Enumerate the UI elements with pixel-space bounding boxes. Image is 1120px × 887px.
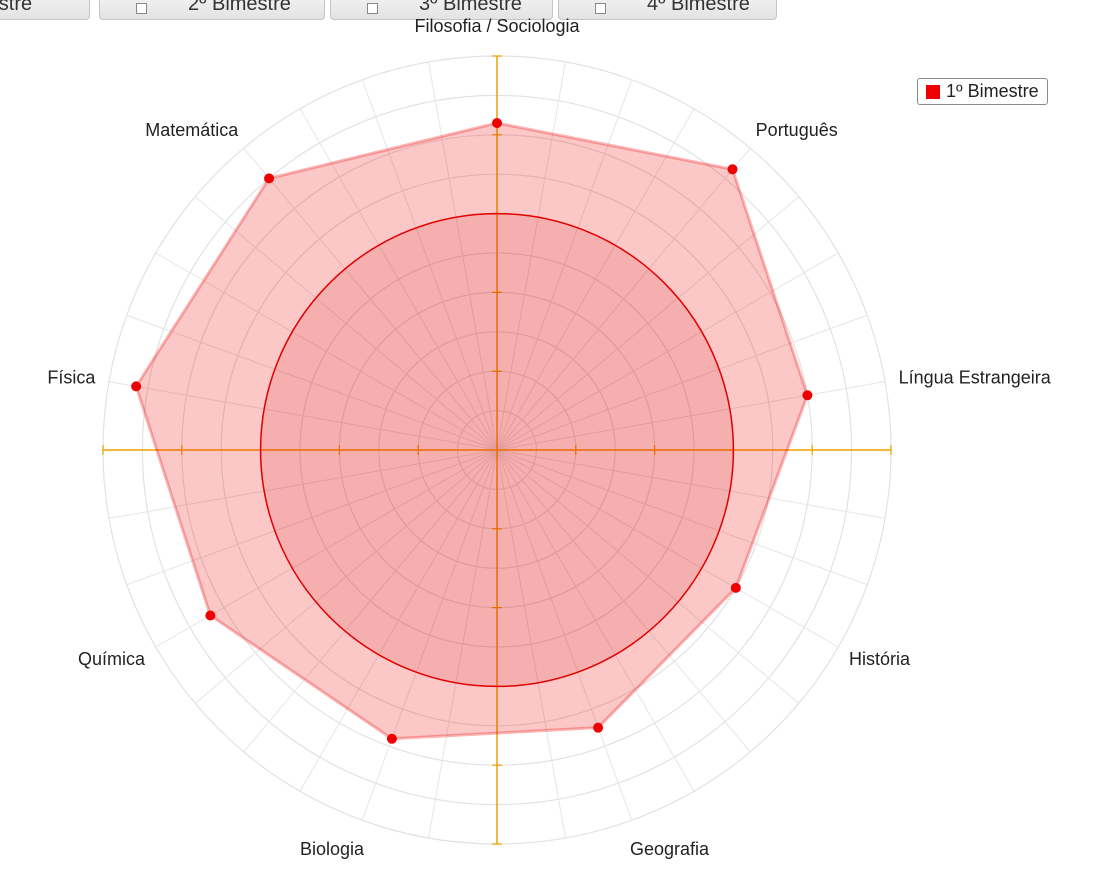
- tab-label: 4º Bimestre: [647, 0, 750, 15]
- grid-spoke: [496, 449, 695, 792]
- grid-spoke: [428, 61, 498, 451]
- grid-spoke: [243, 147, 498, 451]
- data-point[interactable]: [730, 582, 741, 593]
- grid-spoke: [496, 61, 566, 451]
- legend-swatch: [926, 84, 940, 99]
- tab-1st-bimester[interactable]: mestre: [0, 0, 90, 20]
- grid-spoke: [108, 449, 498, 519]
- grid-spoke: [194, 449, 498, 704]
- data-point[interactable]: [727, 164, 738, 175]
- tab-label: 2º Bimestre: [188, 0, 291, 15]
- tab-3rd-bimester[interactable]: 3º Bimestre: [330, 0, 553, 20]
- grid-spoke: [496, 79, 633, 451]
- axis-label: Filosofia / Sociologia: [414, 16, 580, 36]
- grid-spoke: [299, 449, 498, 792]
- data-point[interactable]: [205, 610, 216, 621]
- data-point[interactable]: [386, 733, 397, 744]
- data-point[interactable]: [593, 722, 604, 733]
- axis-label: Biologia: [300, 839, 365, 859]
- tab-2nd-bimester[interactable]: 2º Bimestre: [99, 0, 325, 20]
- grid-spoke: [496, 449, 566, 839]
- tab-checkbox[interactable]: [367, 3, 378, 14]
- tab-checkbox[interactable]: [595, 3, 606, 14]
- axis-label: Português: [756, 120, 838, 140]
- grid-spoke: [243, 449, 498, 753]
- grid-spoke: [126, 449, 498, 586]
- series-area: [134, 121, 810, 741]
- axis-label: História: [849, 649, 911, 669]
- grid-spoke: [428, 449, 498, 839]
- grid-spoke: [496, 196, 800, 451]
- grid-spoke: [496, 449, 886, 519]
- axis-label: Geografia: [630, 839, 710, 859]
- grid-spoke: [155, 252, 498, 451]
- axis-label: Língua Estrangeira: [899, 367, 1052, 387]
- chart-legend[interactable]: 1º Bimestre: [917, 78, 1048, 105]
- data-point[interactable]: [131, 381, 142, 392]
- axis-labels: Filosofia / Sociologia Português Língua Es…: [47, 16, 1051, 859]
- grid-spoke: [496, 108, 695, 451]
- grid-spoke: [108, 381, 498, 451]
- grid-spoke: [496, 147, 751, 451]
- series-points: [131, 117, 813, 744]
- reference-circle: [259, 212, 735, 688]
- grid-spoke: [496, 381, 886, 451]
- axis-label: Matemática: [145, 120, 239, 140]
- grid-spoke: [496, 449, 751, 753]
- axis-label: Química: [78, 649, 146, 669]
- grid-spoke: [299, 108, 498, 451]
- grid-spoke: [126, 314, 498, 451]
- grid-spoke: [361, 79, 498, 451]
- grid-spoke: [496, 449, 868, 586]
- tab-checkbox[interactable]: [136, 3, 147, 14]
- tab-4th-bimester[interactable]: 4º Bimestre: [558, 0, 777, 20]
- grid-spoke: [194, 196, 498, 451]
- data-point[interactable]: [264, 173, 275, 184]
- data-point[interactable]: [492, 117, 502, 128]
- grid-spoke: [496, 252, 839, 451]
- data-point[interactable]: [802, 390, 813, 401]
- grid-spoke: [496, 449, 633, 821]
- legend-label: 1º Bimestre: [946, 81, 1039, 101]
- tab-label: mestre: [0, 0, 33, 15]
- axis-label: Física: [47, 367, 96, 387]
- tab-label: 3º Bimestre: [419, 0, 522, 15]
- grid-spoke: [496, 449, 800, 704]
- grid-spoke: [361, 449, 498, 821]
- grid-spoke: [496, 314, 868, 451]
- grid-spoke: [496, 449, 839, 648]
